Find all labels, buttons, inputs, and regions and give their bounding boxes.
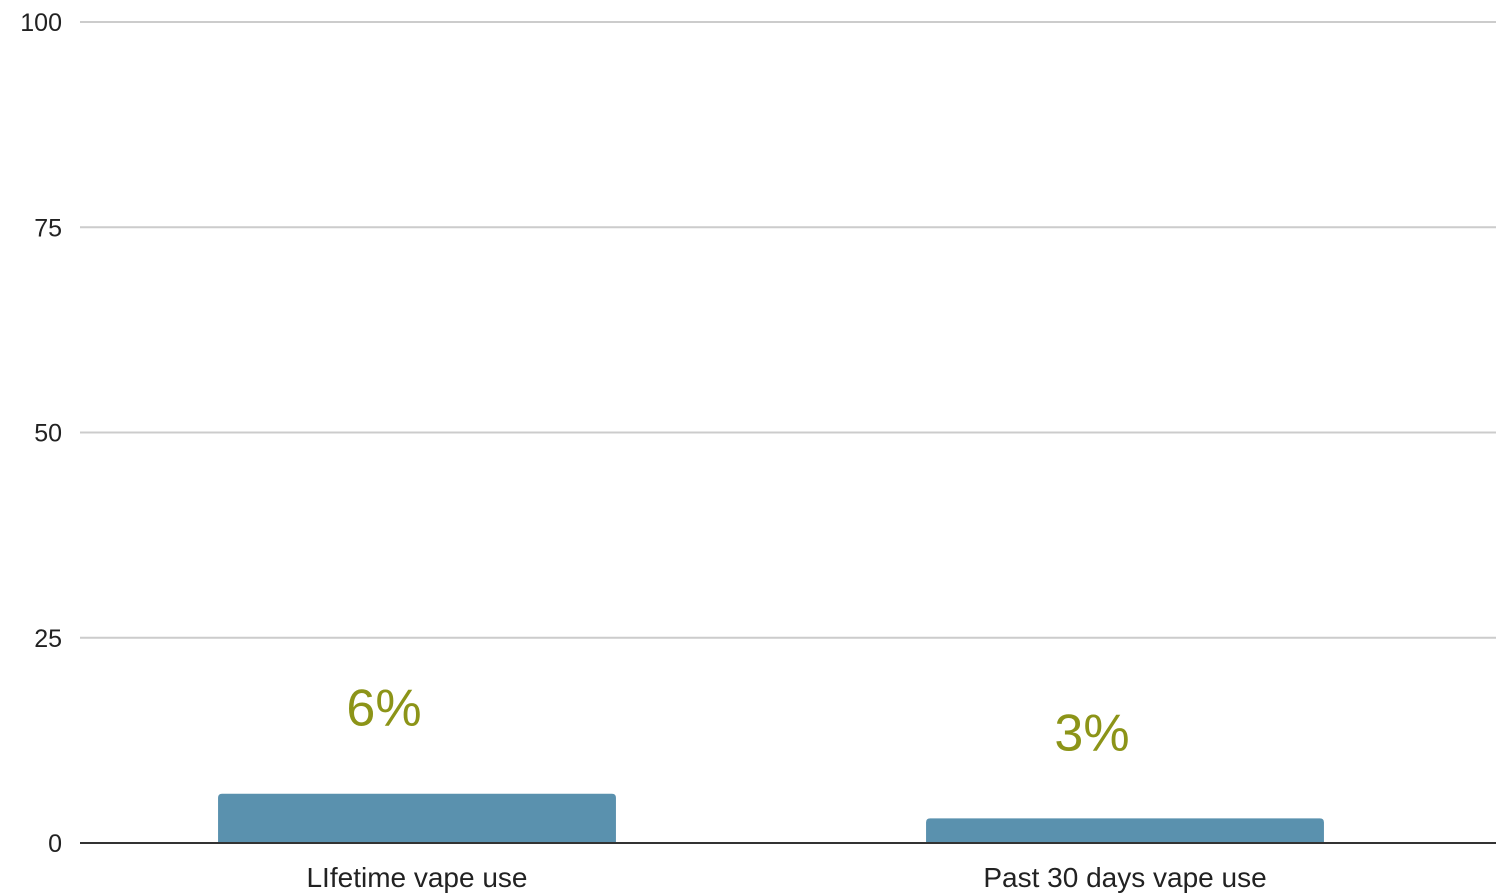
y-tick-label: 75 xyxy=(34,214,62,242)
data-label-1: 3% xyxy=(1054,704,1129,762)
x-category-label: Past 30 days vape use xyxy=(983,862,1266,893)
x-category-label: LIfetime vape use xyxy=(306,862,527,893)
bar-1 xyxy=(926,818,1324,843)
data-label-0: 6% xyxy=(346,680,421,738)
gridlines xyxy=(80,21,1496,639)
bars xyxy=(218,793,1324,843)
y-tick-label: 0 xyxy=(48,830,62,858)
y-tick-label: 25 xyxy=(34,625,62,653)
bar-0 xyxy=(218,793,616,843)
y-tick-label: 100 xyxy=(20,9,62,37)
labels: 0 25 50 75 100 6% LIfetime vape use 3% Past 30 d… xyxy=(20,9,1266,893)
y-tick-label: 50 xyxy=(34,420,62,448)
